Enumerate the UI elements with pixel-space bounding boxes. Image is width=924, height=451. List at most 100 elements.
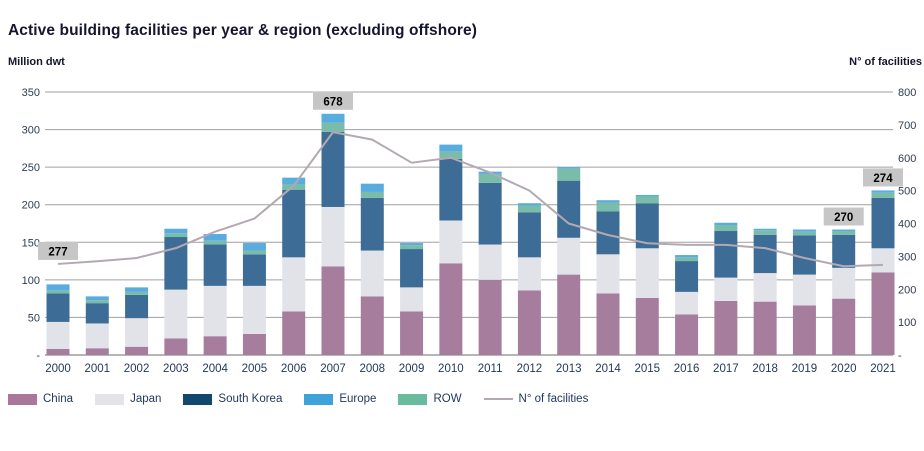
bar-segment-2001-europe	[85, 296, 109, 301]
bar-segment-2020-china	[832, 298, 856, 355]
legend-swatch-icon	[183, 393, 213, 405]
y-axis-tick-right: 800	[898, 87, 916, 99]
x-axis-tick-2013: 2013	[556, 363, 582, 375]
bar-segment-2015-europe	[635, 194, 659, 197]
x-axis-tick-2003: 2003	[163, 363, 189, 375]
y-axis-tick-left: 150	[22, 237, 40, 249]
right-axis-unit-label: N° of facilities	[849, 56, 922, 68]
bar-segment-2006-japan	[282, 257, 306, 312]
bar-segment-2015-south-korea	[635, 203, 659, 249]
bar-segment-2021-south-korea	[871, 197, 895, 249]
bar-segment-2013-row	[557, 168, 581, 181]
x-axis-tick-2001: 2001	[84, 363, 110, 375]
bar-segment-2019-japan	[792, 274, 816, 306]
bar-segment-2005-europe	[242, 243, 266, 251]
legend-item-n-of-facilities: N° of facilities	[483, 393, 589, 405]
x-axis-tick-2020: 2020	[831, 363, 857, 375]
x-axis-tick-2000: 2000	[45, 363, 71, 375]
x-axis-tick-2007: 2007	[320, 363, 346, 375]
y-axis-tick-left: 200	[22, 200, 40, 212]
x-axis-tick-2010: 2010	[438, 363, 464, 375]
bar-segment-2010-china	[439, 263, 463, 355]
bar-segment-2009-japan	[400, 287, 424, 312]
line-value-label-box-2020	[823, 207, 864, 226]
bar-segment-2010-europe	[439, 144, 463, 152]
y-axis-tick-right: 700	[898, 120, 916, 132]
legend-label: Japan	[130, 393, 162, 405]
x-axis-tick-2016: 2016	[674, 363, 700, 375]
bar-segment-2018-japan	[753, 273, 777, 302]
bar-segment-2007-china	[321, 266, 345, 355]
x-axis-tick-2005: 2005	[242, 363, 268, 375]
bar-segment-2018-row	[753, 230, 777, 235]
legend-label: South Korea	[218, 393, 283, 405]
legend-item-south-korea: South Korea	[183, 393, 282, 405]
x-axis-tick-2011: 2011	[478, 363, 503, 375]
bar-segment-2001-south-korea	[85, 303, 109, 324]
bar-segment-2005-row	[242, 250, 266, 255]
bar-segment-2004-europe	[203, 234, 227, 241]
bar-segment-2007-row	[321, 122, 345, 132]
x-axis-tick-2021: 2021	[870, 363, 896, 375]
bar-segment-2004-japan	[203, 285, 227, 337]
y-axis-tick-right: 300	[898, 251, 916, 263]
bar-segment-2005-south-korea	[242, 254, 266, 286]
bar-segment-2001-row	[85, 300, 109, 304]
bar-segment-2000-south-korea	[46, 293, 70, 322]
bar-segment-2017-south-korea	[714, 231, 738, 278]
bar-segment-2016-south-korea	[675, 261, 699, 292]
x-axis-tick-2009: 2009	[399, 363, 425, 375]
legend-label: China	[43, 393, 74, 405]
line-value-label-2000: 277	[48, 246, 67, 258]
bar-segment-2001-china	[85, 348, 109, 355]
bar-segment-2014-china	[596, 293, 620, 355]
bar-segment-2004-row	[203, 240, 227, 245]
y-axis-tick-left: 250	[22, 162, 40, 174]
bar-segment-2002-south-korea	[125, 294, 149, 319]
legend-swatch-icon	[398, 393, 428, 405]
bar-segment-2016-china	[675, 314, 699, 355]
bar-segment-2014-south-korea	[596, 211, 620, 255]
bar-segment-2003-europe	[164, 228, 188, 234]
legend-label: N° of facilities	[518, 393, 589, 405]
bar-segment-2012-south-korea	[517, 212, 541, 258]
y-axis-tick-right: 100	[898, 317, 916, 329]
bar-segment-2017-europe	[714, 222, 738, 226]
bar-segment-2007-japan	[321, 206, 345, 267]
bar-segment-2000-japan	[46, 321, 70, 349]
facilities-line	[57, 131, 884, 268]
bar-segment-2011-south-korea	[478, 182, 502, 245]
bar-segment-2013-europe	[557, 167, 581, 169]
legend-item-europe: Europe	[304, 393, 376, 405]
bar-segment-2007-europe	[321, 113, 345, 123]
bar-segment-2008-japan	[360, 250, 384, 297]
bar-segment-2008-europe	[360, 183, 384, 192]
bar-segment-2020-japan	[832, 267, 856, 299]
y-axis-tick-left: 350	[22, 87, 40, 99]
bar-segment-2013-south-korea	[557, 180, 581, 238]
bar-segment-2019-row	[792, 231, 816, 236]
bar-segment-2017-japan	[714, 277, 738, 301]
bar-segment-2006-south-korea	[282, 189, 306, 258]
bar-segment-2012-europe	[517, 203, 541, 206]
x-axis-tick-2004: 2004	[202, 363, 228, 375]
chart-title: Active building facilities per year & re…	[8, 22, 478, 39]
line-value-label-2021: 274	[873, 173, 893, 185]
bar-segment-2021-china	[871, 272, 895, 355]
line-value-label-box-2021	[863, 168, 903, 187]
legend-item-row: ROW	[398, 393, 462, 405]
bar-segment-2004-south-korea	[203, 244, 227, 286]
legend-swatch-icon	[95, 393, 125, 405]
legend-swatch-icon	[304, 393, 334, 405]
line-value-label-box-2000	[38, 241, 78, 260]
bar-segment-2002-japan	[125, 318, 149, 347]
bar-segment-2014-japan	[596, 254, 620, 294]
legend-line-swatch-icon	[483, 398, 513, 400]
y-axis-tick-left: 50	[28, 312, 40, 324]
bar-segment-2011-row	[478, 173, 502, 183]
bar-segment-2017-china	[714, 300, 738, 355]
bar-segment-2017-row	[714, 225, 738, 232]
x-axis-tick-2012: 2012	[517, 363, 543, 375]
bar-segment-2020-europe	[832, 229, 856, 232]
bar-segment-2010-row	[439, 151, 463, 159]
